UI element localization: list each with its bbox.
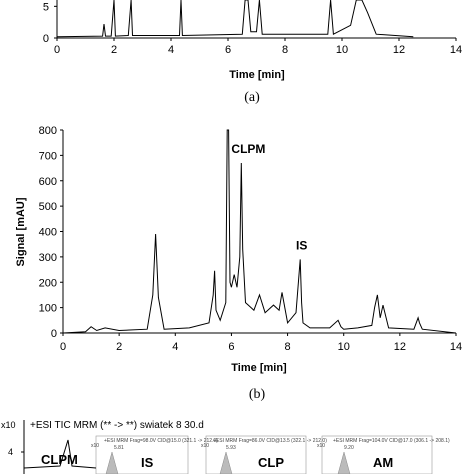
panel-b-y-ticks: 0 100 200 300 400 500 600 700 800 <box>39 125 63 340</box>
inset-caption-1: +ESI MRM Frag=98.0V CID@15.0 (321.1 -> 2… <box>104 438 218 444</box>
panel-b-ylabel: Signal [mAU] <box>15 197 27 266</box>
peak-label-clp: CLP <box>258 455 284 470</box>
inset-caption-3: +ESI MRM Frag=104.0V CID@17.0 (306.1 -> … <box>333 438 450 444</box>
panel-b-x-tick-label: 8 <box>285 341 291 353</box>
panel-b-y-tick-label: 400 <box>39 227 57 239</box>
panel-a-xlabel: Time [min] <box>229 69 285 81</box>
panel-a-x-tick-label: 0 <box>54 44 60 56</box>
panel-a: 50 0 2 4 6 8 10 12 14 Time [min] (a) <box>43 0 462 105</box>
panel-b-y-tick-label: 700 <box>39 150 57 162</box>
panel-a-y-tick-label: 5 <box>43 1 49 13</box>
panel-a-x-tick-label: 10 <box>336 44 348 56</box>
inset-box-2 <box>205 435 307 474</box>
panel-b-caption: (b) <box>249 387 266 402</box>
inset-scale-2: x10 <box>201 443 209 449</box>
panel-b-x-ticks: 0 2 4 6 8 10 12 14 <box>60 333 462 353</box>
panel-b-y-tick-label: 100 <box>39 303 57 315</box>
panel-c-y-tick: 4 <box>8 447 13 457</box>
panel-b-x-tick-label: 0 <box>60 341 66 353</box>
panel-b-y-tick-label: 500 <box>39 201 57 213</box>
panel-a-x-tick-label: 12 <box>393 44 405 56</box>
panel-a-x-tick-label: 6 <box>225 44 231 56</box>
panel-b-x-tick-label: 14 <box>450 341 462 353</box>
panel-b-x-tick-label: 2 <box>116 341 122 353</box>
panel-b-peak-annotation: IS <box>296 238 307 252</box>
panel-c-title: +ESI TIC MRM (** -> **) swiatek 8 30.d <box>30 420 204 431</box>
inset-peak-2 <box>219 451 233 474</box>
panel-b-xlabel: Time [min] <box>231 362 287 374</box>
panel-a-x-tick-label: 4 <box>168 44 174 56</box>
inset-peak-value-2: 5.93 <box>226 445 236 451</box>
panel-b-x-tick-label: 4 <box>172 341 178 353</box>
panel-b-y-tick-label: 800 <box>39 125 57 137</box>
panel-b-y-tick-label: 300 <box>39 252 57 264</box>
panel-a-series-line <box>56 0 414 38</box>
panel-b: 0 100 200 300 400 500 600 700 800 0 2 4 6 8 10 12 14 CL… <box>15 125 462 402</box>
panel-b-y-tick-label: 0 <box>51 328 57 340</box>
panel-b-series-line <box>62 129 457 334</box>
panel-b-x-tick-label: 12 <box>394 341 406 353</box>
panel-b-y-tick-label: 200 <box>39 277 57 289</box>
peak-label-clpm: CLPM <box>41 452 78 467</box>
panel-a-y-ticks: 50 <box>43 1 57 45</box>
inset-scale-3: x10 <box>317 443 325 449</box>
inset-peak-value-3: 9.20 <box>344 445 354 451</box>
inset-peak-1 <box>105 451 119 474</box>
panel-a-x-tick-label: 8 <box>282 44 288 56</box>
panel-a-x-tick-label: 14 <box>450 44 462 56</box>
inset-scale-1: x10 <box>91 443 99 449</box>
panel-a-y-tick-label: 0 <box>43 33 49 45</box>
panel-a-x-ticks: 0 2 4 6 8 10 12 14 <box>54 38 462 56</box>
inset-peak-value-1: 5.81 <box>114 445 124 451</box>
panel-b-x-tick-label: 6 <box>228 341 234 353</box>
panel-c: x10 +ESI TIC MRM (** -> **) swiatek 8 30… <box>1 420 450 474</box>
panel-b-x-tick-label: 10 <box>338 341 350 353</box>
panel-b-y-tick-label: 600 <box>39 176 57 188</box>
panel-a-caption: (a) <box>244 90 260 105</box>
inset-peak-3 <box>337 451 351 474</box>
peak-label-is: IS <box>141 455 154 470</box>
inset-box-1 <box>95 435 189 474</box>
panel-b-annotations: CLPM IS <box>231 142 307 252</box>
panel-c-y-scale: x10 <box>1 420 16 430</box>
panel-a-x-tick-label: 2 <box>111 44 117 56</box>
peak-label-am: AM <box>373 455 393 470</box>
panel-b-peak-annotation: CLPM <box>231 142 265 156</box>
panel-c-tic-trace <box>23 439 97 469</box>
inset-caption-2: +ESI MRM Frag=86.0V CID@13.5 (322.1 -> 2… <box>213 438 327 444</box>
inset-box-3 <box>321 435 433 474</box>
